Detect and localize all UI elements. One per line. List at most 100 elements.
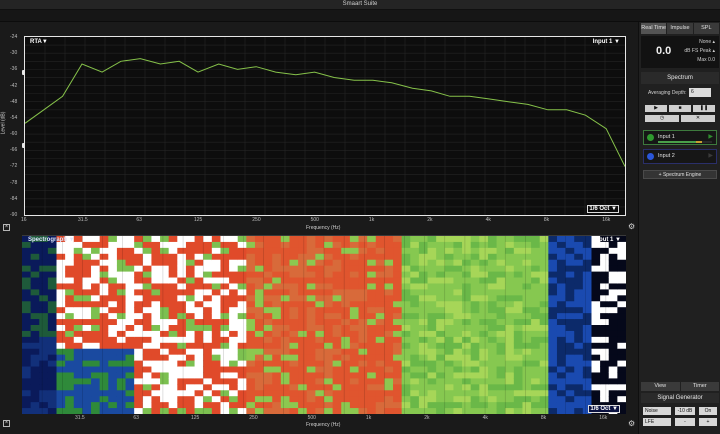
input-2-expand-icon[interactable]: ▶ — [708, 153, 713, 159]
spectrograph-cell — [22, 295, 32, 302]
spectrograph-plot[interactable]: Spectrograph ▼ Input 1 ▼ 1/6 Oct ▼ — [22, 235, 626, 414]
spectrograph-cell — [487, 325, 498, 332]
spectrograph-cell — [600, 372, 610, 379]
spectrograph-cell — [185, 336, 196, 344]
stop-button[interactable]: ■ — [669, 105, 691, 112]
spectrograph-cell — [565, 236, 575, 243]
spectrograph-cell — [324, 342, 334, 350]
spectrograph-cell — [99, 271, 109, 279]
spectrograph-cell — [384, 301, 394, 308]
spectrograph-cell — [65, 283, 75, 290]
spectrograph-cell — [582, 384, 592, 391]
tab-timer[interactable]: Timer — [680, 382, 719, 391]
signal-on-button[interactable]: On — [699, 407, 717, 415]
spectrograph-cell — [237, 342, 247, 350]
spectrograph-cell — [263, 325, 273, 332]
tab-impulse[interactable]: Impulse — [667, 23, 693, 34]
signal-type-select[interactable]: Noise — [643, 407, 671, 415]
rta-input-select[interactable]: Input 1 ▼ — [592, 39, 620, 45]
add-spectrum-engine-button[interactable]: + Spectrum Engine — [643, 170, 717, 179]
input-1-color-dot[interactable] — [647, 134, 654, 141]
spectrograph-cell — [505, 402, 515, 409]
spectrograph-resolution-select[interactable]: 1/6 Oct ▼ — [588, 405, 620, 413]
spectrograph-cell — [30, 402, 40, 409]
input-row-2[interactable]: Input 2 ▶ — [643, 149, 717, 164]
spectrograph-cell — [393, 336, 403, 344]
spectrograph-cell — [315, 396, 325, 403]
spectrograph-cell — [574, 390, 584, 397]
spectrograph-cell — [185, 259, 196, 267]
spectrograph-cell — [185, 247, 196, 255]
spectrograph-cell — [298, 396, 308, 403]
spectrograph-cell — [82, 313, 92, 320]
meter-weighting-select[interactable]: None ▴ — [699, 39, 715, 45]
signal-mode-select[interactable]: LFE — [643, 418, 671, 426]
tab-spl[interactable]: SPL — [693, 23, 719, 34]
input-1-expand-icon[interactable]: ▶ — [708, 134, 713, 140]
spectrograph-cell — [608, 348, 618, 356]
tab-view[interactable]: View — [641, 382, 680, 391]
spectrograph-cell — [332, 289, 342, 296]
rta-resolution-select[interactable]: 1/6 Oct ▼ — [587, 205, 619, 213]
spectrograph-tag[interactable]: Spectrograph ▼ — [28, 237, 75, 243]
spectrograph-cell — [591, 372, 601, 379]
spectrograph-cell — [47, 247, 58, 255]
rta-close-icon[interactable]: × — [3, 224, 10, 231]
spectrograph-cell — [462, 265, 472, 273]
spectrograph-cell — [220, 378, 230, 385]
rta-plot[interactable]: RTA▼ Input 1 ▼ 1/6 Oct ▼ — [24, 36, 626, 216]
spectrograph-cell — [367, 325, 377, 332]
spectrograph-cell — [47, 289, 58, 296]
spectrograph-settings-gear-icon[interactable]: ⚙ — [628, 419, 636, 428]
spectrograph-cell — [160, 301, 170, 308]
spectrograph-cell — [358, 313, 368, 320]
pause-button[interactable]: ❚❚ — [693, 105, 715, 112]
spectrograph-cell — [203, 247, 213, 255]
tools-icon[interactable]: ✕ — [681, 115, 715, 122]
tab-real-time[interactable]: Real Time — [641, 23, 667, 34]
rta-tag[interactable]: RTA▼ — [30, 39, 48, 45]
meter-units-select[interactable]: dB FS Peak ▴ — [684, 48, 715, 54]
spectrograph-cell — [384, 277, 394, 284]
spectrograph-cell — [82, 408, 92, 414]
spectrograph-cell — [470, 313, 480, 320]
spectrograph-cell — [600, 253, 610, 261]
spectrograph-cell — [522, 396, 532, 403]
spectrograph-cell — [194, 336, 204, 344]
spectrograph-cell — [591, 265, 601, 273]
spectrograph-cell — [513, 283, 523, 290]
spectrograph-cell — [254, 396, 265, 403]
signal-decrease-button[interactable]: - — [675, 418, 695, 426]
spectrograph-cell — [522, 378, 532, 385]
meter-max-readout[interactable]: Max 0.0 — [697, 57, 715, 63]
spectrograph-close-icon[interactable]: × — [3, 420, 10, 427]
spectrograph-cell — [496, 348, 506, 356]
rta-x-tick-label: 16 — [21, 217, 27, 223]
spectrograph-cell — [565, 354, 575, 362]
spectrograph-cell — [462, 271, 472, 279]
spectrograph-cell — [349, 241, 360, 249]
spectrograph-cell — [600, 295, 610, 302]
spectrograph-cell — [56, 247, 66, 255]
clock-icon[interactable]: ◷ — [645, 115, 679, 122]
spectrograph-cell — [254, 378, 265, 385]
spectrograph-cell — [272, 408, 282, 414]
spectrograph-cell — [168, 295, 178, 302]
signal-increase-button[interactable]: + — [699, 418, 717, 426]
play-button[interactable]: ▶ — [645, 105, 667, 112]
input-row-1[interactable]: Input 1 ▶ — [643, 130, 717, 145]
spectrograph-cell — [453, 325, 463, 332]
spectrograph-cell — [332, 378, 342, 385]
spectrograph-cell — [134, 402, 144, 409]
signal-level-field[interactable]: -10 dB — [675, 407, 695, 415]
spectrograph-cell — [289, 336, 299, 344]
averaging-select[interactable]: 6 — [689, 88, 711, 97]
input-2-color-dot[interactable] — [647, 153, 654, 160]
spectrograph-input-select[interactable]: Input 1 ▼ — [593, 237, 621, 243]
spectrograph-cell — [444, 378, 454, 385]
rta-settings-gear-icon[interactable]: ⚙ — [628, 222, 636, 231]
spectrograph-cell — [82, 259, 92, 267]
spectrograph-cell — [185, 265, 196, 273]
spectrograph-cell — [600, 241, 610, 249]
spectrograph-cell — [134, 295, 144, 302]
